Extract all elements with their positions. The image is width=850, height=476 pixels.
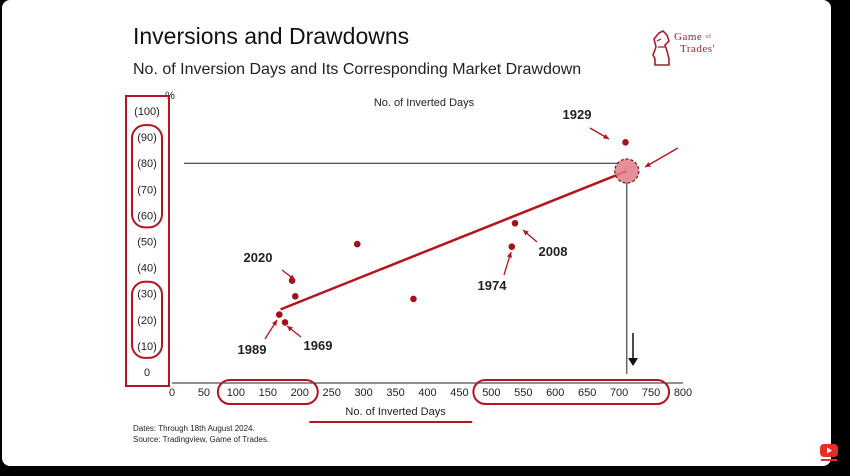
footnote-source: Source: Tradingview, Game of Trades.: [133, 435, 270, 444]
y-axis-unit-label: %: [165, 90, 175, 102]
y-tick-label: (90): [137, 132, 157, 144]
highlight-marker: [614, 158, 640, 184]
annotation-1969: 1969: [304, 338, 333, 353]
x-tick-label: 400: [418, 387, 436, 399]
footnote: Dates: Through 18th August 2024. Source:…: [133, 423, 269, 445]
knight-logo-icon: [652, 30, 670, 66]
y-range-circle: [131, 280, 163, 359]
data-point-1974: [508, 243, 516, 251]
annotation-1929: 1929: [563, 107, 592, 122]
x-tick-label: 800: [674, 387, 692, 399]
chart-title: No. of Inverted Days: [374, 97, 475, 109]
page-subtitle: No. of Inversion Days and Its Correspond…: [133, 61, 582, 78]
x-tick-label: 300: [354, 387, 372, 399]
logo-line2: Trades': [680, 43, 716, 55]
y-tick-label: (80): [137, 158, 157, 170]
y-tick-label: (40): [137, 263, 157, 275]
y-tick-label: (70): [137, 184, 157, 196]
annotation-2020: 2020: [244, 250, 273, 265]
x-tick-label: 700: [610, 387, 628, 399]
trendline: [280, 169, 628, 311]
x-tick-label: 100: [227, 387, 245, 399]
data-point: [353, 240, 361, 248]
x-tick-label: 550: [514, 387, 532, 399]
data-point-1929: [622, 139, 629, 146]
logo-line1: Game: [674, 31, 703, 43]
down-arrow-head: [628, 358, 638, 366]
y-axis-highlight-box: [125, 95, 170, 387]
x-tick-label: 200: [291, 387, 309, 399]
annotation-1989: 1989: [238, 342, 267, 357]
x-axis-title: No. of Inverted Days: [345, 406, 446, 418]
y-range-circle: [131, 124, 163, 229]
annotation-2008: 2008: [539, 244, 568, 259]
annotation-arrow-1989: [264, 319, 278, 340]
y-tick-label: (50): [137, 237, 157, 249]
x-tick-label: 750: [642, 387, 660, 399]
data-point: [291, 293, 299, 300]
annotation-arrow-2008: [522, 229, 538, 243]
annotation-arrow-1969: [286, 325, 302, 338]
y-tick-label: (60): [137, 210, 157, 222]
youtube-subscribe-icon[interactable]: [818, 441, 840, 463]
data-point: [410, 295, 417, 303]
x-tick-label: 350: [386, 387, 404, 399]
x-tick-label: 50: [198, 387, 210, 399]
slide: Inversions and Drawdowns No. of Inversio…: [2, 0, 831, 466]
annotation-arrow-2020: [281, 269, 296, 281]
brand-logo: Game of Trades': [674, 31, 715, 55]
x-tick-label: 150: [259, 387, 277, 399]
x-tick-label: 650: [578, 387, 596, 399]
y-tick-label: 0: [144, 367, 150, 379]
highlight-arrow: [644, 147, 679, 168]
x-tick-label: 450: [450, 387, 468, 399]
x-range-circle: [216, 379, 319, 405]
x-tick-label: 600: [546, 387, 564, 399]
x-tick-label: 0: [169, 387, 175, 399]
x-tick-label: 500: [482, 387, 500, 399]
annotation-arrow-1974: [503, 251, 512, 276]
x-range-circle: [472, 379, 671, 405]
annotation-arrow-1929: [589, 127, 610, 140]
y-tick-label: (10): [137, 341, 157, 353]
y-tick-label: (30): [137, 289, 157, 301]
data-point-2008: [511, 219, 519, 227]
annotation-1974: 1974: [478, 278, 508, 293]
y-tick-label: (20): [137, 315, 157, 327]
data-point-1989: [276, 311, 283, 318]
data-point-1969: [281, 319, 289, 326]
y-tick-label: (100): [134, 106, 160, 118]
x-tick-label: 250: [323, 387, 341, 399]
logo-line1-small: of: [705, 34, 712, 40]
footnote-dates: Dates: Through 18th August 2024.: [133, 424, 255, 433]
page-title: Inversions and Drawdowns: [133, 23, 410, 49]
